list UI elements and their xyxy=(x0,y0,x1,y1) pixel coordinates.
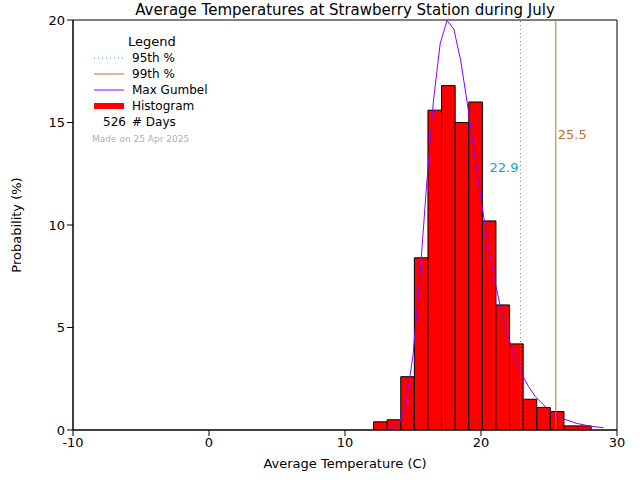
html-text:Made on 25 Apr 2025: Made on 25 Apr 2025 xyxy=(92,134,190,144)
svg-text:0: 0 xyxy=(57,423,65,438)
svg-text:20: 20 xyxy=(473,435,490,450)
html-text:95th %: 95th % xyxy=(132,51,175,65)
svg-text:30: 30 xyxy=(609,435,626,450)
html-text:Histogram: Histogram xyxy=(132,99,195,113)
svg-text:Average Temperature (C): Average Temperature (C) xyxy=(263,456,426,471)
svg-text:-10: -10 xyxy=(62,435,83,450)
svg-text:Probability (%): Probability (%) xyxy=(9,177,24,272)
html-text:99th %: 99th % xyxy=(132,67,175,81)
html-text:Max Gumbel: Max Gumbel xyxy=(132,83,208,97)
svg-text:10: 10 xyxy=(337,435,354,450)
html-text:Legend: Legend xyxy=(128,34,176,49)
svg-text:10: 10 xyxy=(48,218,65,233)
svg-text:20: 20 xyxy=(48,13,65,28)
svg-text:5: 5 xyxy=(57,320,65,335)
svg-text:22.9: 22.9 xyxy=(489,160,518,175)
html-text:# Days: # Days xyxy=(132,115,176,129)
html-text:Average Temperatures at Strawb: Average Temperatures at Strawberry Stati… xyxy=(135,1,555,19)
svg-text:25.5: 25.5 xyxy=(558,127,587,142)
svg-text:15: 15 xyxy=(48,115,65,130)
html-text:526: 526 xyxy=(103,115,126,129)
svg-text:0: 0 xyxy=(205,435,213,450)
